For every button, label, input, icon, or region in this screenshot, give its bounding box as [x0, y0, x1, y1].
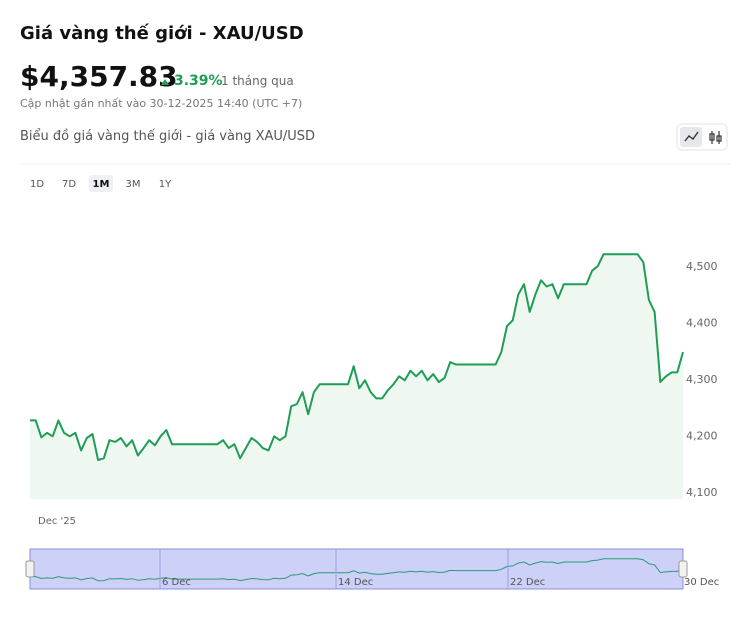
navigator-handle[interactable] — [678, 560, 688, 578]
area-fill — [30, 254, 683, 499]
navigator-label: 14 Dec — [338, 577, 373, 588]
price-line — [30, 253, 684, 461]
change-period: 1 tháng qua — [221, 74, 294, 88]
y-tick-label: 4,300 — [686, 373, 718, 386]
price-change: 3.39% — [174, 73, 223, 89]
range-button[interactable]: 1M — [93, 179, 110, 190]
x-axis-label: Dec '25 — [38, 516, 76, 527]
range-button[interactable]: 1Y — [159, 179, 172, 190]
price: $4,357.83 — [20, 60, 178, 93]
up-arrow — [161, 79, 169, 85]
range-button[interactable]: 3M — [126, 179, 141, 190]
navigator-label: 30 Dec — [684, 577, 719, 588]
navigator-bg — [29, 548, 684, 590]
y-tick-label: 4,200 — [686, 430, 718, 443]
line-icon — [684, 131, 699, 142]
chart-title: Biểu đồ giá vàng thế giới - giá vàng XAU… — [20, 129, 315, 144]
navigator-label: 22 Dec — [510, 577, 545, 588]
navigator-handle[interactable] — [25, 560, 35, 578]
candle-icon[interactable] — [709, 131, 722, 144]
range-button[interactable]: 7D — [62, 179, 76, 190]
navigator-label: 6 Dec — [162, 577, 191, 588]
y-tick-label: 4,100 — [686, 486, 718, 499]
y-tick-label: 4,400 — [686, 317, 718, 330]
updated-time: Cập nhật gần nhất vào 30-12-2025 14:40 (… — [20, 97, 302, 110]
navigator-line — [30, 558, 684, 582]
range-active-bg — [89, 175, 113, 192]
y-tick-label: 4,500 — [686, 260, 718, 273]
page-title: Giá vàng thế giới - XAU/USD — [20, 23, 304, 44]
range-button[interactable]: 1D — [30, 179, 44, 190]
